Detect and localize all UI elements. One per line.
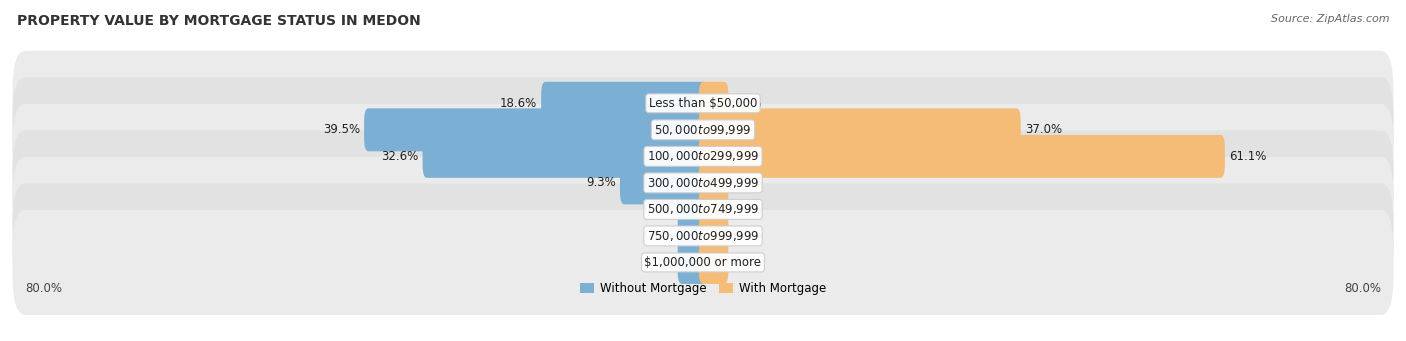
Text: 61.1%: 61.1%	[1229, 150, 1267, 163]
Text: 0.0%: 0.0%	[733, 229, 762, 242]
Text: 0.0%: 0.0%	[733, 97, 762, 110]
Text: Less than $50,000: Less than $50,000	[648, 97, 758, 110]
FancyBboxPatch shape	[364, 108, 707, 151]
Text: 0.0%: 0.0%	[644, 229, 673, 242]
Text: $50,000 to $99,999: $50,000 to $99,999	[654, 123, 752, 137]
FancyBboxPatch shape	[13, 210, 1393, 315]
Text: $750,000 to $999,999: $750,000 to $999,999	[647, 229, 759, 243]
Text: $500,000 to $749,999: $500,000 to $749,999	[647, 203, 759, 217]
Text: $300,000 to $499,999: $300,000 to $499,999	[647, 176, 759, 190]
Text: 18.6%: 18.6%	[499, 97, 537, 110]
Text: PROPERTY VALUE BY MORTGAGE STATUS IN MEDON: PROPERTY VALUE BY MORTGAGE STATUS IN MED…	[17, 14, 420, 28]
FancyBboxPatch shape	[13, 77, 1393, 182]
Text: $100,000 to $299,999: $100,000 to $299,999	[647, 149, 759, 163]
FancyBboxPatch shape	[699, 241, 728, 284]
FancyBboxPatch shape	[13, 183, 1393, 288]
Text: 1.9%: 1.9%	[733, 176, 762, 189]
FancyBboxPatch shape	[13, 130, 1393, 235]
Text: 9.3%: 9.3%	[586, 176, 616, 189]
Text: 0.0%: 0.0%	[733, 203, 762, 216]
FancyBboxPatch shape	[699, 108, 1021, 151]
FancyBboxPatch shape	[699, 161, 728, 204]
Text: 37.0%: 37.0%	[1025, 123, 1062, 136]
FancyBboxPatch shape	[13, 51, 1393, 156]
FancyBboxPatch shape	[541, 82, 707, 125]
FancyBboxPatch shape	[699, 214, 728, 257]
Text: Source: ZipAtlas.com: Source: ZipAtlas.com	[1271, 14, 1389, 24]
FancyBboxPatch shape	[678, 241, 707, 284]
Text: 39.5%: 39.5%	[323, 123, 360, 136]
Text: 0.0%: 0.0%	[644, 256, 673, 269]
FancyBboxPatch shape	[699, 135, 1225, 178]
FancyBboxPatch shape	[13, 157, 1393, 262]
Legend: Without Mortgage, With Mortgage: Without Mortgage, With Mortgage	[575, 278, 831, 300]
Text: $1,000,000 or more: $1,000,000 or more	[644, 256, 762, 269]
FancyBboxPatch shape	[13, 104, 1393, 209]
FancyBboxPatch shape	[620, 161, 707, 204]
FancyBboxPatch shape	[423, 135, 707, 178]
Text: 80.0%: 80.0%	[1344, 282, 1381, 295]
Text: 32.6%: 32.6%	[381, 150, 419, 163]
FancyBboxPatch shape	[699, 188, 728, 231]
Text: 0.0%: 0.0%	[733, 256, 762, 269]
Text: 80.0%: 80.0%	[25, 282, 62, 295]
FancyBboxPatch shape	[699, 82, 728, 125]
FancyBboxPatch shape	[678, 188, 707, 231]
Text: 0.0%: 0.0%	[644, 203, 673, 216]
FancyBboxPatch shape	[678, 214, 707, 257]
